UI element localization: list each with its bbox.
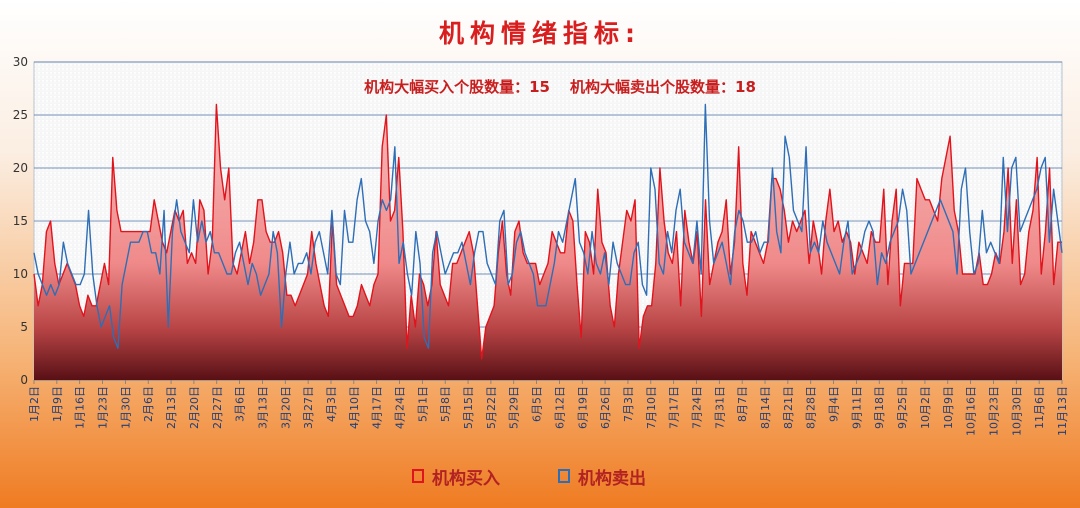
x-tick-label: 6月5日 — [531, 386, 544, 422]
buy-area-fill — [34, 104, 1062, 381]
x-tick-label: 4月10日 — [348, 386, 361, 429]
x-tick-label: 2月13日 — [165, 386, 178, 429]
x-tick-label: 6月12日 — [553, 386, 566, 429]
x-tick-label: 1月23日 — [97, 386, 110, 429]
y-tick-label-25: 25 — [13, 108, 28, 122]
legend-label-sell: 机构卖出 — [578, 468, 646, 489]
sell-line-layer — [33, 103, 1063, 349]
x-tick-label: 10月9日 — [942, 386, 955, 429]
x-axis: 1月2日 1月9日 1月16日 1月23日 1月30日 2月6日 2月13日 2月20日 2月2… — [28, 380, 1069, 436]
x-tick-label: 10月16日 — [965, 386, 978, 436]
x-tick-label: 3月13日 — [256, 386, 269, 429]
x-tick-label: 4月24日 — [394, 386, 407, 429]
x-tick-label: 9月11日 — [850, 386, 863, 429]
x-tick-label: 6月19日 — [576, 386, 589, 429]
x-tick-label: 7月17日 — [668, 386, 681, 429]
legend-swatch-sell — [558, 469, 570, 483]
legend-item-sell: 机构卖出 — [558, 463, 646, 489]
y-tick-label-10: 10 — [13, 267, 28, 281]
x-tick-label: 5月29日 — [508, 386, 521, 429]
x-tick-label: 5月22日 — [485, 386, 498, 429]
legend-label-buy: 机构买入 — [432, 468, 500, 489]
x-tick-label: 5月15日 — [462, 386, 475, 429]
y-tick-label-30: 30 — [13, 55, 28, 69]
x-tick-label: 11月13日 — [1056, 386, 1069, 436]
x-tick-label: 3月20日 — [279, 386, 292, 429]
x-tick-label: 10月23日 — [987, 386, 1000, 436]
x-tick-label: 7月31日 — [713, 386, 726, 429]
x-tick-label: 10月2日 — [919, 386, 932, 429]
y-tick-label-20: 20 — [13, 161, 28, 175]
x-tick-label: 9月18日 — [873, 386, 886, 429]
x-tick-label: 5月8日 — [439, 386, 452, 422]
x-tick-label: 1月16日 — [74, 386, 87, 429]
legend-item-buy: 机构买入 — [412, 463, 500, 489]
buy-count-value: 15 — [529, 78, 550, 96]
x-tick-label: 9月4日 — [828, 386, 841, 422]
sell-count-label: 机构大幅卖出个股数量： — [570, 78, 735, 96]
x-tick-label: 7月3日 — [622, 386, 635, 422]
x-tick-label: 1月30日 — [119, 386, 132, 429]
x-tick-label: 8月14日 — [759, 386, 772, 429]
x-tick-label: 7月24日 — [690, 386, 703, 429]
x-tick-label: 4月17日 — [371, 386, 384, 429]
x-tick-label: 5月1日 — [416, 386, 429, 422]
y-tick-label-15: 15 — [13, 214, 28, 228]
x-tick-label: 9月25日 — [896, 386, 909, 429]
x-tick-label: 8月21日 — [782, 386, 795, 429]
chart-subtitle: 机构大幅买入个股数量：15 机构大幅卖出个股数量：18 — [364, 78, 756, 96]
x-tick-label: 3月6日 — [234, 386, 247, 422]
x-tick-label: 3月27日 — [302, 386, 315, 429]
x-tick-label: 1月9日 — [51, 386, 64, 422]
y-tick-label-0: 0 — [20, 373, 28, 387]
x-tick-label: 2月20日 — [188, 386, 201, 429]
x-tick-label: 2月27日 — [211, 386, 224, 429]
x-tick-label: 7月10日 — [645, 386, 658, 429]
x-tick-label: 10月30日 — [1010, 386, 1023, 436]
x-tick-label: 1月2日 — [28, 386, 41, 422]
buy-count-label: 机构大幅买入个股数量： — [364, 78, 529, 96]
x-tick-label: 6月26日 — [599, 386, 612, 429]
x-tick-label: 11月6日 — [1033, 386, 1046, 429]
x-tick-label: 8月28日 — [805, 386, 818, 429]
chart-title: 机构情绪指标: — [439, 19, 641, 48]
x-tick-label: 8月7日 — [736, 386, 749, 422]
sell-count-value: 18 — [735, 78, 756, 96]
x-tick-label: 4月3日 — [325, 386, 338, 422]
x-tick-label: 2月6日 — [142, 386, 155, 422]
sell-series-line — [33, 103, 1063, 349]
y-tick-label-5: 5 — [20, 320, 28, 334]
y-axis: 0 5 10 15 20 25 30 — [13, 55, 28, 387]
legend-swatch-buy — [412, 469, 424, 483]
